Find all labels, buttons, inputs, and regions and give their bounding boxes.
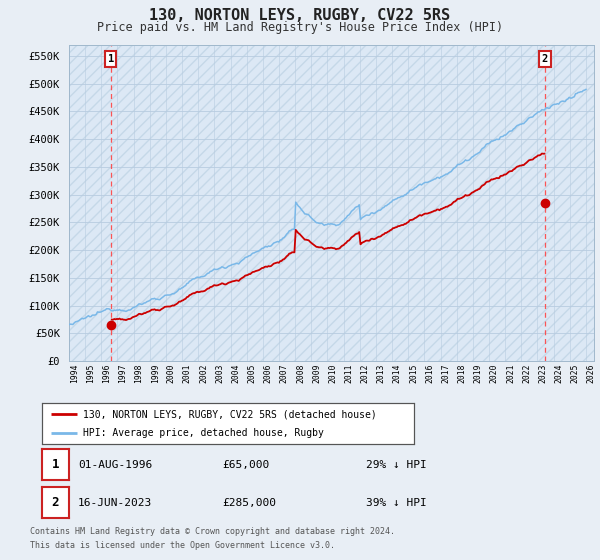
Text: £65,000: £65,000: [222, 460, 269, 469]
Text: 2025: 2025: [571, 363, 580, 382]
Text: 1995: 1995: [86, 363, 95, 382]
Text: 01-AUG-1996: 01-AUG-1996: [78, 460, 152, 469]
Text: 2009: 2009: [312, 363, 321, 382]
Text: 2013: 2013: [377, 363, 386, 382]
Text: 2: 2: [52, 496, 59, 509]
Text: 2001: 2001: [183, 363, 192, 382]
Text: 1996: 1996: [102, 363, 111, 382]
Text: 1998: 1998: [134, 363, 143, 382]
Text: 130, NORTON LEYS, RUGBY, CV22 5RS: 130, NORTON LEYS, RUGBY, CV22 5RS: [149, 8, 451, 24]
Text: 16-JUN-2023: 16-JUN-2023: [78, 498, 152, 507]
Text: Price paid vs. HM Land Registry's House Price Index (HPI): Price paid vs. HM Land Registry's House …: [97, 21, 503, 34]
Text: 2011: 2011: [344, 363, 353, 382]
Text: 2024: 2024: [554, 363, 563, 382]
Text: 2010: 2010: [328, 363, 337, 382]
Text: 2026: 2026: [587, 363, 596, 382]
Text: 2004: 2004: [232, 363, 241, 382]
Text: 2021: 2021: [506, 363, 515, 382]
Text: 2017: 2017: [442, 363, 451, 382]
Text: This data is licensed under the Open Government Licence v3.0.: This data is licensed under the Open Gov…: [30, 541, 335, 550]
Text: 2005: 2005: [248, 363, 257, 382]
Text: 1997: 1997: [118, 363, 127, 382]
Text: Contains HM Land Registry data © Crown copyright and database right 2024.: Contains HM Land Registry data © Crown c…: [30, 528, 395, 536]
Text: 2016: 2016: [425, 363, 434, 382]
Text: 1: 1: [52, 458, 59, 471]
Text: 2012: 2012: [361, 363, 370, 382]
Text: 1999: 1999: [151, 363, 160, 382]
Text: 2006: 2006: [263, 363, 272, 382]
Text: 2014: 2014: [393, 363, 402, 382]
Text: 39% ↓ HPI: 39% ↓ HPI: [366, 498, 427, 507]
Text: 2: 2: [542, 54, 548, 64]
Text: 2022: 2022: [522, 363, 531, 382]
Text: 130, NORTON LEYS, RUGBY, CV22 5RS (detached house): 130, NORTON LEYS, RUGBY, CV22 5RS (detac…: [83, 409, 377, 419]
Text: 2020: 2020: [490, 363, 499, 382]
Text: 2007: 2007: [280, 363, 289, 382]
Text: 2008: 2008: [296, 363, 305, 382]
Text: 1994: 1994: [70, 363, 79, 382]
Text: 2000: 2000: [167, 363, 176, 382]
Text: 2003: 2003: [215, 363, 224, 382]
Text: £285,000: £285,000: [222, 498, 276, 507]
Text: 2023: 2023: [538, 363, 547, 382]
Text: 2019: 2019: [473, 363, 482, 382]
Text: 2015: 2015: [409, 363, 418, 382]
Text: 1: 1: [107, 54, 114, 64]
Text: 2002: 2002: [199, 363, 208, 382]
Text: HPI: Average price, detached house, Rugby: HPI: Average price, detached house, Rugb…: [83, 428, 324, 437]
Text: 29% ↓ HPI: 29% ↓ HPI: [366, 460, 427, 469]
Text: 2018: 2018: [458, 363, 467, 382]
